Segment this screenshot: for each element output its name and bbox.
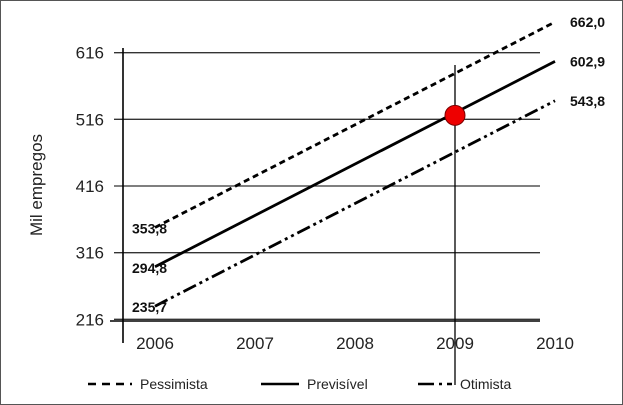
x-tick-label: 2009 xyxy=(436,334,474,353)
series-lines xyxy=(154,20,556,308)
legend-label-previsível: Previsível xyxy=(307,376,368,392)
y-axis-label: Mil empregos xyxy=(27,134,46,236)
data-labels: 353,8 662,0 294,8 602,9 235,7 543,8 xyxy=(132,14,605,315)
tick-labels: 216 316 416 516 616 2006 2007 2008 2009 2010 xyxy=(76,44,574,353)
y-tick-label: 416 xyxy=(76,177,104,196)
grid xyxy=(114,52,540,320)
data-label-end: 602,9 xyxy=(570,53,605,69)
series-line-pessimista xyxy=(154,20,556,229)
x-tick-label: 2006 xyxy=(136,334,174,353)
y-tick-label: 216 xyxy=(76,310,104,329)
series-line-previsível xyxy=(154,60,556,269)
x-tick-label: 2007 xyxy=(236,334,274,353)
legend-label-otimista: Otimista xyxy=(460,376,512,392)
highlight-marker xyxy=(444,104,466,126)
data-label-start: 294,8 xyxy=(132,260,167,276)
x-tick-label: 2010 xyxy=(536,334,574,353)
data-label-end: 543,8 xyxy=(570,93,605,109)
x-tick-label: 2008 xyxy=(336,334,374,353)
series-line-otimista xyxy=(154,99,556,308)
data-label-end: 662,0 xyxy=(570,14,605,30)
y-tick-label: 316 xyxy=(76,244,104,263)
legend-label-pessimista: Pessimista xyxy=(140,376,208,392)
legend: Pessimista Previsível Otimista xyxy=(88,376,512,392)
y-tick-label: 516 xyxy=(76,110,104,129)
y-tick-label: 616 xyxy=(76,44,104,63)
data-label-start: 235,7 xyxy=(132,299,167,315)
data-label-start: 353,8 xyxy=(132,220,167,236)
